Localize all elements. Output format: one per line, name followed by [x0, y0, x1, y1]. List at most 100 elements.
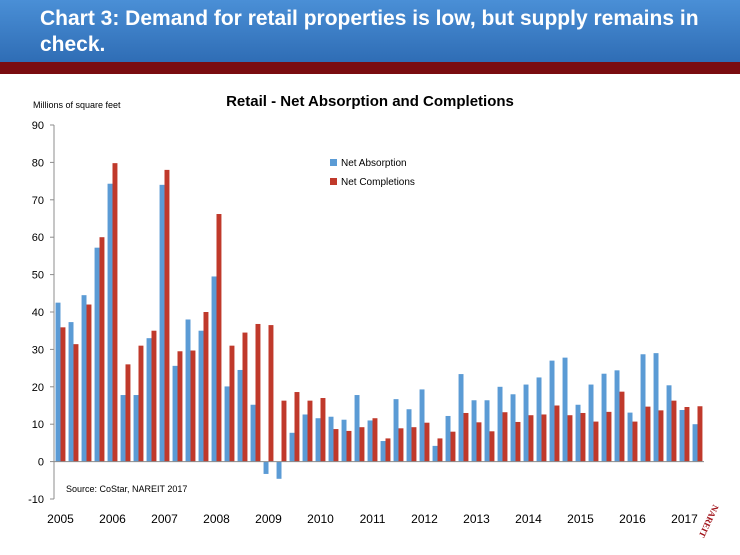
completions-bar: [307, 400, 313, 462]
source-note: Source: CoStar, NAREIT 2017: [66, 484, 187, 494]
absorption-bar: [549, 360, 555, 462]
absorption-bar: [627, 412, 633, 462]
absorption-bar: [679, 409, 685, 462]
absorption-bar: [471, 400, 477, 462]
completions-bar: [580, 412, 586, 462]
nareit-logo-text: NAREIT: [697, 503, 721, 539]
absorption-bar: [68, 322, 74, 462]
completions-bar: [372, 418, 378, 462]
x-tick-label: 2013: [463, 512, 490, 526]
completions-bar: [528, 415, 534, 462]
legend: Net Absorption Net Completions: [330, 158, 415, 188]
legend-swatch: [330, 178, 337, 185]
absorption-bar: [432, 445, 438, 462]
legend-label: Net Completions: [341, 177, 415, 188]
x-tick-label: 2014: [515, 512, 542, 526]
absorption-bar: [315, 418, 321, 462]
completions-bar: [567, 415, 573, 462]
y-tick-label: 40: [32, 307, 44, 319]
absorption-bar: [588, 384, 594, 462]
x-tick-label: 2010: [307, 512, 334, 526]
absorption-bar: [146, 338, 152, 462]
y-tick-label: 20: [32, 382, 44, 394]
absorption-bar: [354, 395, 360, 462]
completions-bar: [645, 406, 651, 462]
completions-bar: [99, 237, 105, 462]
y-tick-label: 0: [38, 457, 44, 469]
slide-header: Chart 3: Demand for retail properties is…: [0, 0, 740, 62]
absorption-bar: [159, 184, 165, 462]
completions-bar: [60, 327, 66, 462]
chart-title: Retail - Net Absorption and Completions: [226, 93, 514, 110]
y-tick-label: 90: [32, 120, 44, 132]
absorption-bar: [536, 377, 542, 462]
slide-title: Chart 3: Demand for retail properties is…: [40, 7, 699, 56]
completions-bar: [697, 406, 703, 462]
x-axis: 2005 2006 2007 2008 2009 2010 2011 2012 2013 2014…: [47, 461, 704, 526]
completions-bar: [151, 330, 157, 462]
completions-bar: [359, 427, 365, 462]
y-tick-label: -10: [28, 494, 44, 506]
absorption-bar: [263, 461, 269, 474]
x-tick-label: 2007: [151, 512, 178, 526]
absorption-bar: [510, 394, 516, 462]
absorption-bar: [302, 414, 308, 462]
absorption-bar: [575, 404, 581, 462]
completions-bar: [320, 398, 326, 462]
y-tick-label: 50: [32, 270, 44, 282]
legend-label: Net Absorption: [341, 158, 407, 169]
completions-bar: [398, 428, 404, 462]
absorption-bar: [172, 365, 178, 462]
completions-bar: [632, 421, 638, 462]
completions-bar: [164, 169, 170, 462]
absorption-bar: [341, 419, 347, 462]
absorption-bar: [276, 461, 282, 479]
completions-bar: [450, 431, 456, 462]
completions-bar: [255, 323, 261, 462]
completions-bar: [489, 431, 495, 462]
completions-bar: [515, 421, 521, 462]
completions-bar: [138, 345, 144, 462]
absorption-bar: [458, 374, 464, 462]
completions-bar: [541, 414, 547, 462]
completions-bar: [463, 412, 469, 462]
completions-bar: [294, 392, 300, 462]
completions-bar: [476, 422, 482, 462]
completions-bar: [177, 351, 183, 462]
absorption-bar: [380, 441, 386, 462]
y-tick-label: 30: [32, 344, 44, 356]
y-axis-unit-label: Millions of square feet: [33, 100, 121, 110]
completions-bar: [424, 422, 430, 462]
completions-bar: [606, 411, 612, 462]
x-tick-label: 2016: [619, 512, 646, 526]
x-tick-label: 2011: [360, 512, 386, 526]
completions-bar: [112, 163, 118, 462]
absorption-bar: [666, 385, 672, 462]
completions-bar: [684, 407, 690, 462]
absorption-bar: [224, 386, 230, 462]
completions-bar: [658, 410, 664, 462]
nareit-logo: NAREIT: [697, 503, 721, 539]
absorption-bar: [185, 319, 191, 462]
x-tick-label: 2012: [411, 512, 438, 526]
bars: [55, 163, 703, 479]
completions-bar: [385, 438, 391, 462]
absorption-bar: [94, 247, 100, 462]
completions-bar: [216, 214, 222, 462]
legend-swatch: [330, 159, 337, 166]
completions-bar: [593, 421, 599, 462]
absorption-bar: [445, 415, 451, 462]
x-tick-label: 2008: [203, 512, 230, 526]
absorption-bar: [289, 432, 295, 462]
y-axis: -10 0 10 20 30 40 50 60 70 80 90: [28, 120, 55, 506]
completions-bar: [203, 312, 209, 462]
absorption-bar: [653, 353, 659, 462]
completions-bar: [229, 345, 235, 462]
absorption-bar: [393, 399, 399, 462]
completions-bar: [268, 325, 274, 462]
completions-bar: [73, 344, 79, 462]
absorption-bar: [120, 395, 126, 462]
y-tick-label: 70: [32, 195, 44, 207]
x-tick-label: 2006: [99, 512, 126, 526]
